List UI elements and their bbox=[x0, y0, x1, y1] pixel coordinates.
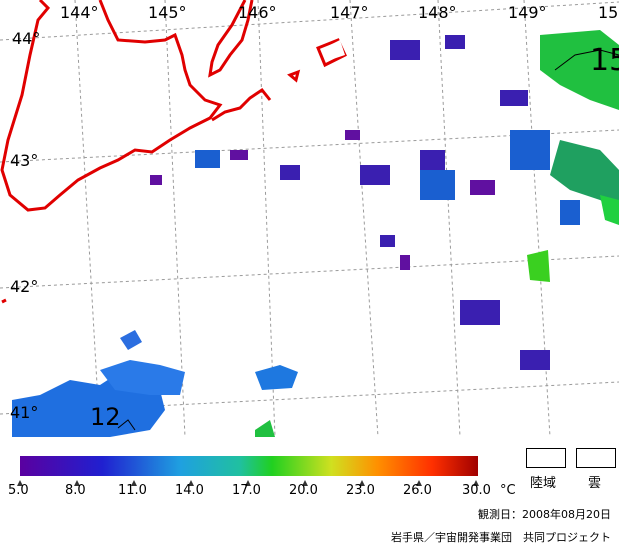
lat-label-41: 41° bbox=[10, 403, 38, 422]
lon-label-149: 149° bbox=[508, 3, 547, 22]
legend-tick-label: 5.0 bbox=[8, 483, 29, 498]
legend-gradient-bar bbox=[20, 456, 478, 476]
legend-unit: °C bbox=[500, 483, 516, 498]
legend-tick-label: 23.0 bbox=[346, 483, 375, 498]
cloud-key-label: 雲 bbox=[588, 476, 602, 491]
legend-tick-label: 14.0 bbox=[175, 483, 204, 498]
legend-tick-label: 20.0 bbox=[289, 483, 318, 498]
lon-label-146: 146° bbox=[238, 3, 277, 22]
lon-label-150: 15 bbox=[598, 3, 618, 22]
lon-label-145: 145° bbox=[148, 3, 187, 22]
lon-label-144: 144° bbox=[60, 3, 99, 22]
contour-label-15: 15 bbox=[590, 43, 619, 78]
lat-label-42: 42° bbox=[10, 277, 38, 296]
contours bbox=[117, 49, 619, 431]
lat-label-43: 43° bbox=[10, 151, 38, 170]
color-legend: 5.0 8.0 11.0 14.0 17.0 20.0 23.0 26.0 30… bbox=[8, 456, 516, 498]
lon-label-147: 147° bbox=[330, 3, 369, 22]
legend-tick-label: 26.0 bbox=[403, 483, 432, 498]
graticule bbox=[0, 0, 619, 437]
project-credit: 岩手県／宇宙開発事業団 共同プロジェクト bbox=[391, 531, 611, 544]
lon-label-148: 148° bbox=[418, 3, 457, 22]
legend-ticks bbox=[17, 480, 479, 486]
sst-patches bbox=[12, 30, 619, 437]
coastline bbox=[0, 0, 347, 304]
land-key-label: 陸域 bbox=[530, 476, 557, 491]
sst-map: 144° 145° 146° 147° 148° 149° 15 44° 43°… bbox=[0, 0, 619, 437]
observation-date: 観測日：2008年08月20日 bbox=[478, 508, 611, 521]
legend-tick-label: 8.0 bbox=[65, 483, 86, 498]
legend-tick-label: 17.0 bbox=[232, 483, 261, 498]
land-key-swatch bbox=[526, 448, 566, 468]
legend-tick-label: 30.0 bbox=[462, 483, 491, 498]
cloud-key-swatch bbox=[576, 448, 616, 468]
legend-tick-label: 11.0 bbox=[118, 483, 147, 498]
lat-label-44: 44° bbox=[12, 29, 40, 48]
contour-label-12: 12 bbox=[90, 403, 121, 431]
